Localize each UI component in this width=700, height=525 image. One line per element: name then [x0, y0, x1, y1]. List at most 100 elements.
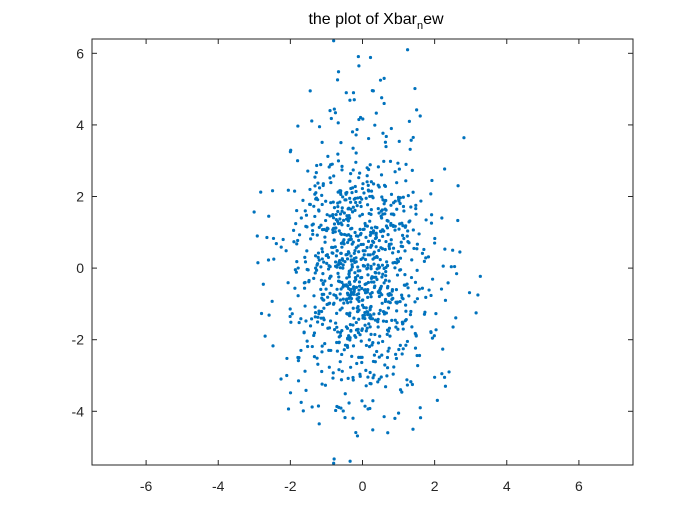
- data-point: [373, 225, 377, 229]
- data-point: [313, 315, 317, 319]
- data-point: [383, 184, 388, 188]
- data-point: [266, 258, 271, 262]
- data-point: [368, 194, 372, 199]
- data-point: [401, 347, 405, 351]
- data-point: [373, 123, 377, 127]
- data-point: [331, 228, 335, 232]
- data-point: [334, 218, 338, 222]
- data-point: [379, 229, 383, 234]
- data-point: [424, 295, 428, 299]
- data-point: [391, 372, 395, 376]
- data-point: [321, 316, 325, 320]
- data-point: [259, 190, 263, 194]
- data-point: [365, 180, 369, 184]
- data-point: [349, 200, 353, 204]
- data-point: [357, 176, 361, 180]
- data-point: [315, 233, 319, 237]
- data-point: [384, 224, 389, 228]
- data-point: [324, 287, 328, 291]
- data-point: [313, 214, 317, 219]
- data-point: [372, 262, 376, 266]
- data-point: [338, 266, 342, 270]
- data-point: [317, 422, 321, 426]
- data-point: [286, 407, 291, 411]
- data-point: [353, 260, 357, 264]
- data-point: [381, 234, 385, 238]
- data-point: [340, 280, 344, 284]
- data-point: [368, 325, 372, 329]
- data-point: [376, 165, 380, 169]
- data-point: [346, 336, 350, 340]
- data-point: [272, 257, 276, 261]
- data-point: [365, 224, 369, 228]
- data-point: [362, 288, 367, 292]
- data-point: [441, 264, 445, 268]
- data-point: [331, 376, 335, 380]
- data-point: [340, 258, 345, 262]
- data-point: [364, 235, 368, 239]
- data-point: [341, 409, 345, 413]
- data-point: [267, 214, 271, 218]
- data-point: [394, 300, 398, 304]
- data-point: [374, 111, 378, 115]
- data-point: [285, 373, 289, 378]
- data-point: [393, 228, 397, 232]
- data-point: [398, 299, 402, 304]
- data-point: [322, 292, 326, 296]
- data-point: [401, 224, 405, 228]
- data-point: [316, 362, 320, 366]
- data-point: [338, 212, 343, 216]
- data-point: [397, 167, 401, 171]
- data-point: [288, 150, 292, 154]
- data-point: [285, 356, 289, 361]
- data-point: [377, 377, 381, 381]
- data-point: [422, 312, 427, 316]
- data-point: [281, 237, 285, 242]
- data-point: [310, 317, 314, 321]
- data-point: [422, 247, 426, 252]
- data-point: [363, 221, 367, 226]
- data-point: [270, 299, 274, 303]
- data-point: [390, 289, 394, 293]
- data-point: [338, 292, 342, 296]
- data-point: [368, 370, 372, 375]
- data-point: [430, 336, 435, 340]
- data-point: [367, 211, 371, 216]
- data-point: [291, 228, 296, 233]
- data-point: [308, 89, 312, 93]
- data-point: [341, 283, 346, 287]
- data-point: [338, 360, 342, 364]
- data-point: [366, 375, 370, 379]
- data-point: [409, 309, 413, 314]
- data-point: [384, 144, 388, 149]
- data-point: [395, 207, 399, 211]
- data-point: [374, 233, 378, 237]
- data-point: [305, 339, 309, 343]
- data-point: [296, 266, 300, 270]
- data-point: [354, 430, 358, 435]
- data-point: [415, 247, 419, 251]
- data-point: [354, 189, 358, 194]
- data-point: [302, 286, 307, 290]
- data-point: [384, 239, 388, 244]
- data-point: [279, 377, 283, 381]
- y-tick-label: 0: [76, 260, 84, 276]
- data-point: [364, 368, 368, 372]
- data-point: [329, 180, 333, 185]
- data-point: [339, 287, 343, 291]
- data-point: [372, 373, 376, 377]
- data-point: [330, 251, 334, 255]
- data-point: [313, 305, 317, 309]
- data-point: [304, 388, 308, 392]
- data-point: [405, 378, 409, 382]
- data-point: [336, 205, 340, 209]
- data-point: [328, 264, 332, 269]
- data-point: [353, 271, 357, 275]
- data-point: [400, 233, 405, 237]
- data-point: [433, 375, 437, 379]
- data-point: [335, 311, 339, 315]
- data-point: [389, 192, 394, 196]
- data-point: [387, 244, 391, 248]
- data-point: [358, 200, 362, 204]
- data-point: [424, 218, 428, 222]
